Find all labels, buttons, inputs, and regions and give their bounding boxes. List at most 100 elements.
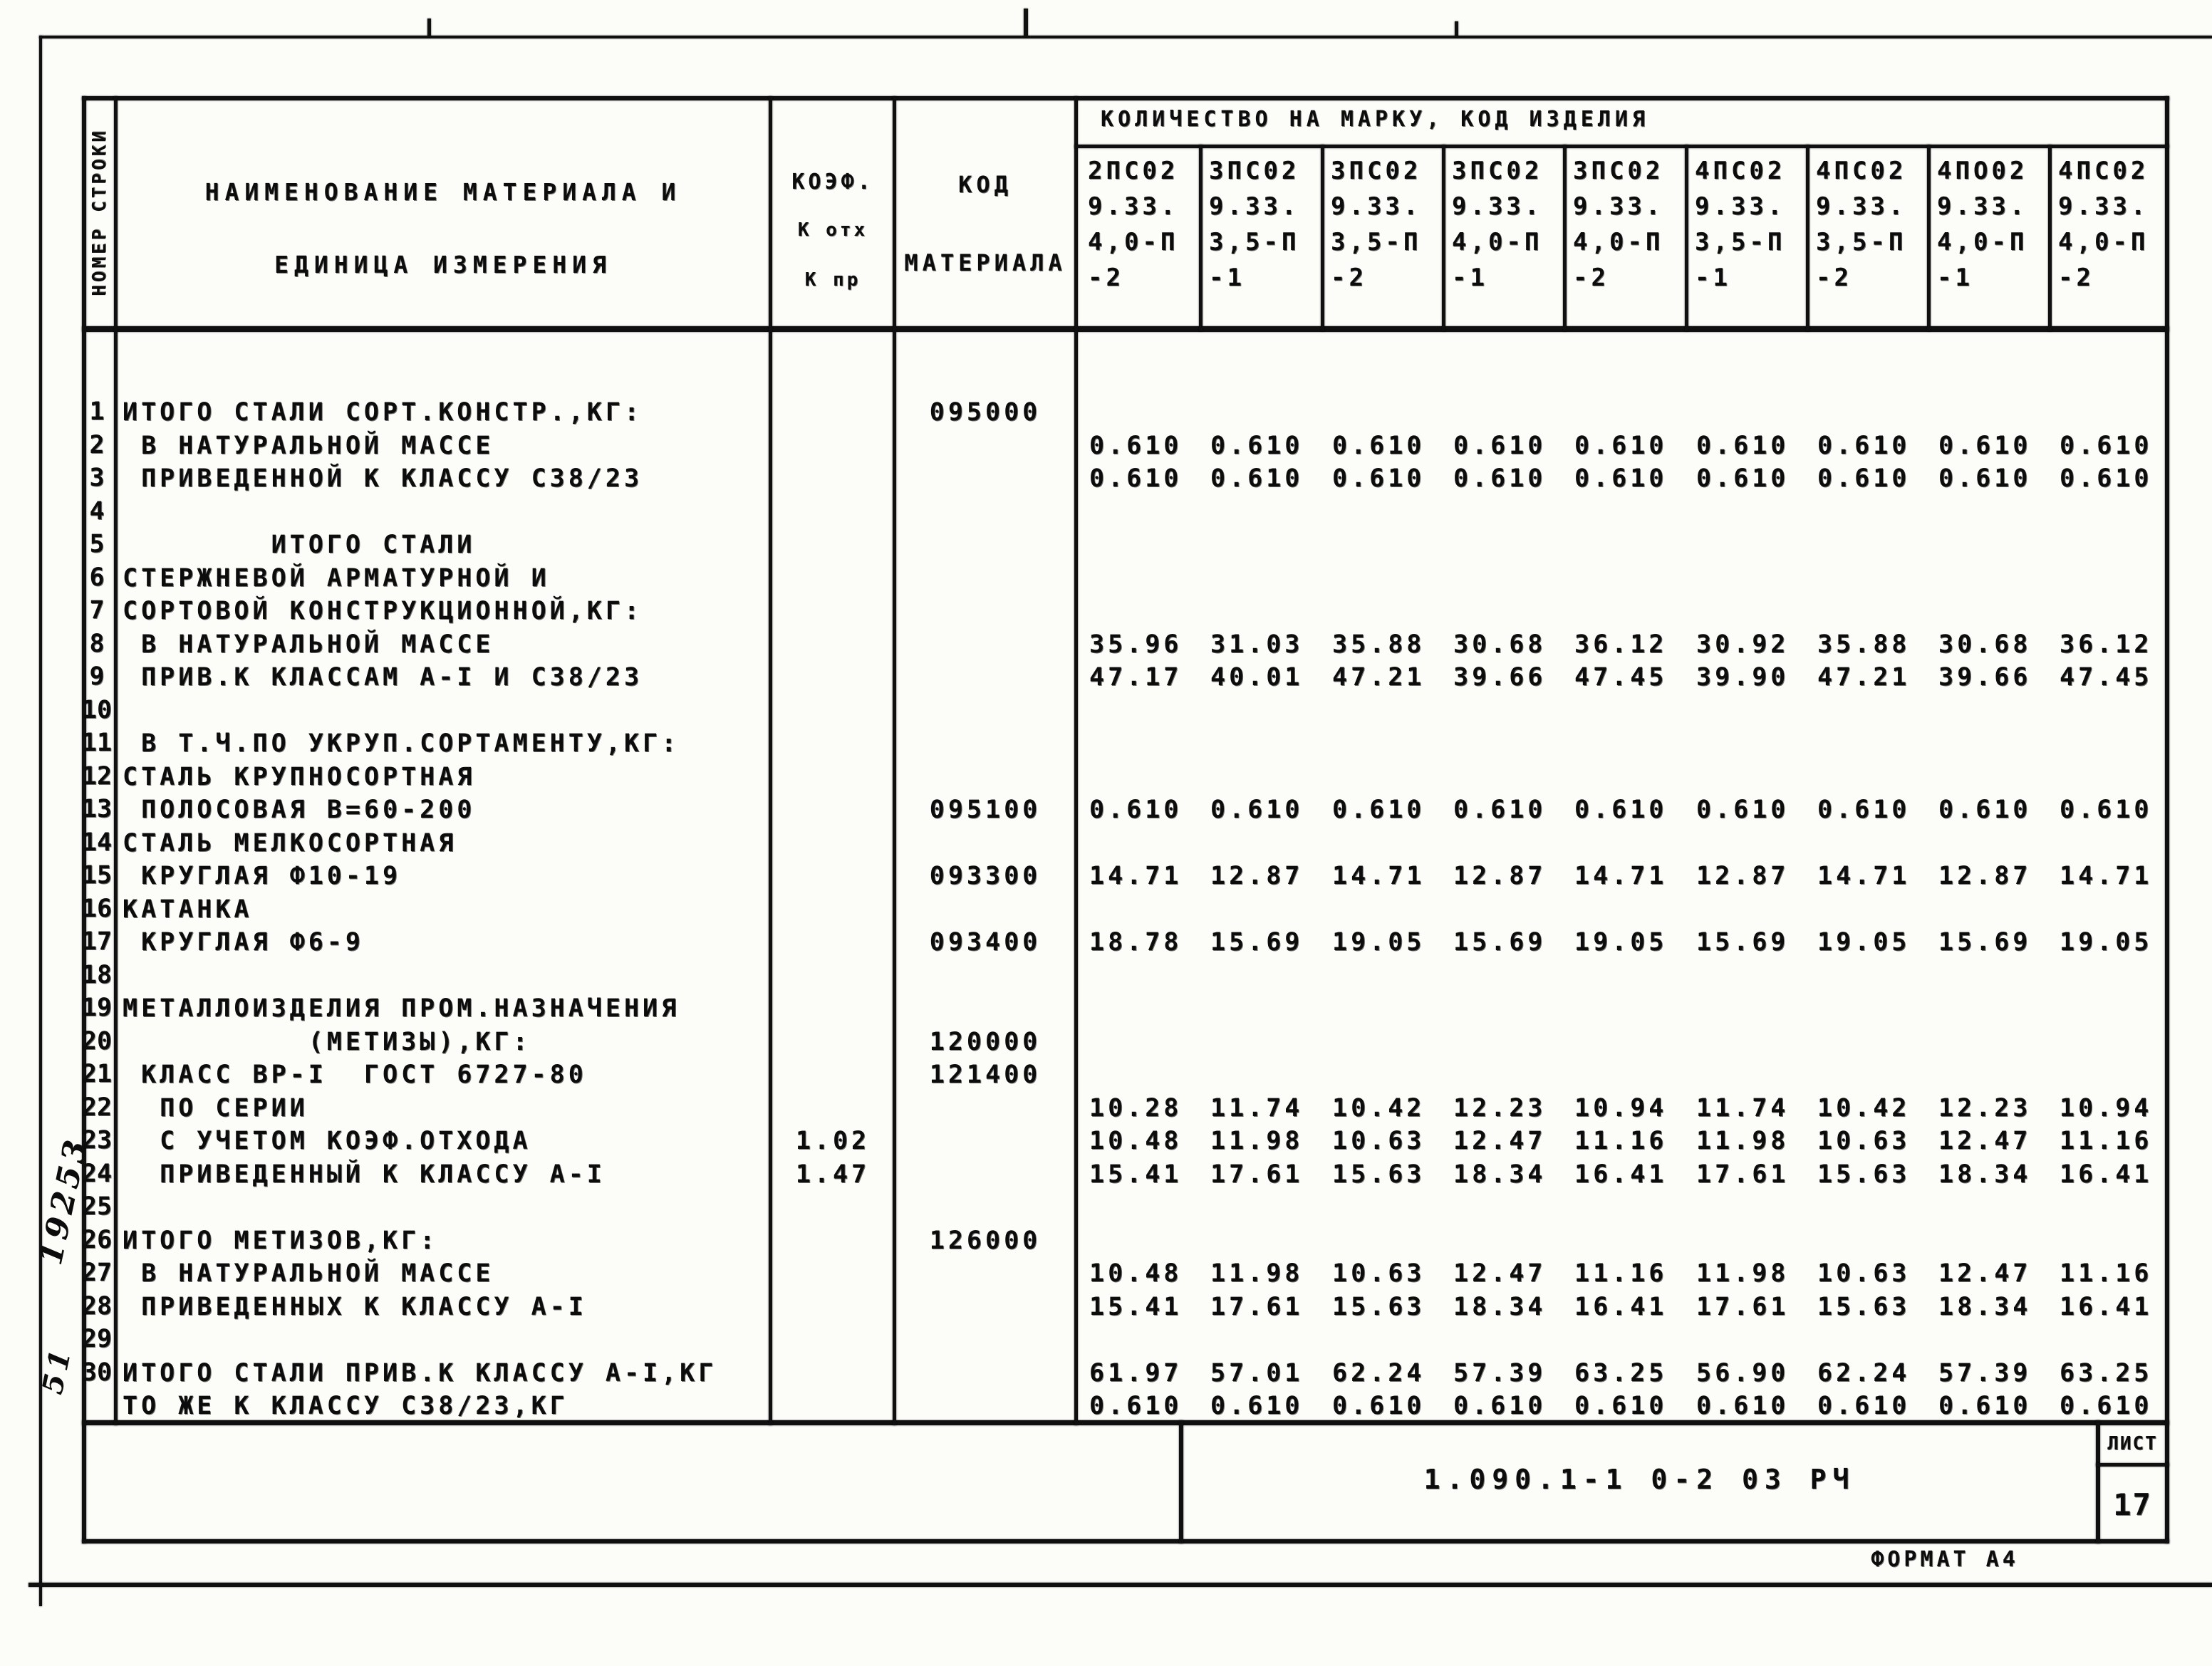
product-column-divider xyxy=(1199,145,1203,331)
quantity-value: 15.69 xyxy=(1210,928,1304,957)
quantity-value: 0.610 xyxy=(1453,796,1547,824)
product-column-header-line: 9.33. xyxy=(1209,192,1300,221)
row-number: 20 xyxy=(81,1027,113,1056)
quantity-value: 57.39 xyxy=(1453,1359,1547,1388)
row-number: 24 xyxy=(81,1160,113,1188)
quantity-value: 35.88 xyxy=(1332,630,1426,659)
row-number: 23 xyxy=(81,1126,113,1155)
material-name: ПО СЕРИИ xyxy=(123,1094,308,1123)
material-name: В Т.Ч.ПО УКРУП.СОРТАМЕНТУ,КГ: xyxy=(123,729,680,758)
coefficient-value: 1.47 xyxy=(795,1160,871,1189)
quantity-value: 0.610 xyxy=(1817,1392,1911,1420)
row-number: 16 xyxy=(81,895,113,923)
sheet-box-divider xyxy=(2096,1463,2169,1467)
code-data-divider xyxy=(1074,96,1078,1425)
row-number: 18 xyxy=(81,961,113,989)
product-column-header-line: -1 xyxy=(1695,264,1731,292)
material-name: МЕТАЛЛОИЗДЕЛИЯ ПРОМ.НАЗНАЧЕНИЯ xyxy=(123,994,680,1023)
sheet-number: 17 xyxy=(2113,1487,2152,1522)
quantity-value: 47.45 xyxy=(1574,663,1668,692)
quantity-value: 11.98 xyxy=(1210,1127,1304,1155)
product-column-header-line: 4,0-П xyxy=(1573,228,1664,256)
product-column-header-line: 4,0-П xyxy=(1088,228,1179,256)
material-name-header-line1: НАИМЕНОВАНИЕ МАТЕРИАЛА И xyxy=(204,178,682,206)
material-name: ПРИВЕДЕННЫХ К КЛАССУ А-I xyxy=(123,1293,587,1321)
quantity-value: 11.74 xyxy=(1696,1094,1790,1123)
rownum-column-divider xyxy=(114,96,118,1425)
material-code: 120000 xyxy=(929,1028,1042,1056)
quantity-value: 10.94 xyxy=(2060,1094,2153,1123)
product-column-header-line: 4ПС02 xyxy=(1695,157,1786,185)
quantity-value: 11.16 xyxy=(1574,1259,1668,1288)
row-number: 11 xyxy=(81,729,113,757)
quantity-value: 35.96 xyxy=(1089,630,1183,659)
quantity-value: 11.98 xyxy=(1210,1259,1304,1288)
row-number: 27 xyxy=(81,1259,113,1287)
product-column-header-line: 9.33. xyxy=(1937,192,2028,221)
quantity-value: 17.61 xyxy=(1696,1293,1790,1321)
quantity-value: 15.69 xyxy=(1938,928,2032,957)
quantity-value: 15.69 xyxy=(1453,928,1547,957)
material-name: ИТОГО СТАЛИ ПРИВ.К КЛАССУ А-I,КГ xyxy=(123,1359,717,1388)
quantity-value: 31.03 xyxy=(1210,630,1304,659)
code-header-line2: МАТЕРИАЛА xyxy=(904,249,1066,276)
product-column-header-line: 4ПО02 xyxy=(1937,157,2028,185)
row-number: 3 xyxy=(89,464,105,492)
product-column-divider xyxy=(2048,145,2052,331)
quantity-value: 12.47 xyxy=(1453,1127,1547,1155)
sheet-label: ЛИСТ xyxy=(2107,1433,2158,1454)
quantity-value: 15.63 xyxy=(1817,1293,1911,1321)
material-name: (МЕТИЗЫ),КГ: xyxy=(123,1028,531,1056)
quantity-value: 36.12 xyxy=(1574,630,1668,659)
material-name: ПРИВ.К КЛАССАМ А-I И С38/23 xyxy=(123,663,643,692)
quantity-value: 63.25 xyxy=(2060,1359,2153,1388)
quantity-value: 0.610 xyxy=(1332,432,1426,460)
quantity-value: 0.610 xyxy=(1210,796,1304,824)
quantity-value: 0.610 xyxy=(1817,464,1911,493)
quantity-value: 0.610 xyxy=(2060,464,2153,493)
product-column-header-line: 3ПС02 xyxy=(1452,157,1543,185)
quantity-value: 11.16 xyxy=(1574,1127,1668,1155)
coef-header-line1: КОЭФ. xyxy=(791,170,874,194)
quantity-value: 0.610 xyxy=(1332,796,1426,824)
product-column-header-line: -2 xyxy=(1331,264,1367,292)
quantity-value: 39.90 xyxy=(1696,663,1790,692)
document-number: 1.090.1-1 0-2 03 РЧ xyxy=(1423,1464,1856,1495)
quantity-value: 0.610 xyxy=(1210,1392,1304,1420)
quantity-value: 0.610 xyxy=(1938,796,2032,824)
quantity-value: 36.12 xyxy=(2060,630,2153,659)
quantity-value: 11.16 xyxy=(2060,1127,2153,1155)
format-label: ФОРМАТ А4 xyxy=(1871,1547,2019,1572)
product-column-header-line: 9.33. xyxy=(1331,192,1422,221)
material-code: 095000 xyxy=(929,398,1042,427)
quantity-value: 10.94 xyxy=(1574,1094,1668,1123)
quantity-value: 10.42 xyxy=(1817,1094,1911,1123)
edge-tick-mark xyxy=(427,19,431,37)
quantity-value: 62.24 xyxy=(1332,1359,1426,1388)
quantity-value: 12.87 xyxy=(1938,862,2032,890)
coef-code-divider xyxy=(893,96,896,1425)
product-column-header-line: 4ПС02 xyxy=(2058,157,2149,185)
quantity-value: 10.42 xyxy=(1332,1094,1426,1123)
row-number: 5 xyxy=(89,530,105,558)
quantity-value: 14.71 xyxy=(1089,862,1183,890)
material-name: С УЧЕТОМ КОЭФ.ОТХОДА xyxy=(123,1127,531,1155)
product-column-divider xyxy=(1563,145,1567,331)
quantity-value: 10.63 xyxy=(1332,1259,1426,1288)
product-column-header-line: 3ПС02 xyxy=(1331,157,1422,185)
material-name: ТО ЖЕ К КЛАССУ С38/23,КГ xyxy=(123,1392,568,1420)
quantity-value: 16.41 xyxy=(2060,1160,2153,1189)
material-name: КРУГЛАЯ Ф6-9 xyxy=(123,928,364,957)
material-name: КЛАСС ВР-I ГОСТ 6727-80 xyxy=(123,1061,587,1089)
material-name: СТАЛЬ МЕЛКОСОРТНАЯ xyxy=(123,829,457,858)
row-number: 10 xyxy=(81,696,113,724)
quantity-value: 30.92 xyxy=(1696,630,1790,659)
sheet-box-left-border xyxy=(2096,1420,2100,1543)
product-column-header-line: 3,5-П xyxy=(1695,228,1786,256)
quantity-value: 0.610 xyxy=(1817,796,1911,824)
row-number: 15 xyxy=(81,861,113,890)
material-name: ИТОГО МЕТИЗОВ,КГ: xyxy=(123,1227,439,1255)
product-column-header-line: -2 xyxy=(1573,264,1609,292)
quantity-value: 12.87 xyxy=(1453,862,1547,890)
